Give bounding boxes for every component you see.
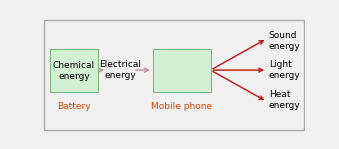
Text: Battery: Battery — [57, 102, 91, 111]
FancyBboxPatch shape — [50, 49, 98, 92]
Text: Heat
energy: Heat energy — [269, 90, 301, 110]
FancyBboxPatch shape — [44, 20, 304, 130]
Text: Electrical
energy: Electrical energy — [99, 60, 141, 80]
FancyBboxPatch shape — [153, 49, 211, 92]
Text: Light
energy: Light energy — [269, 60, 301, 80]
Text: Chemical
energy: Chemical energy — [53, 61, 95, 81]
Text: Sound
energy: Sound energy — [269, 31, 301, 51]
Text: Mobile phone: Mobile phone — [151, 102, 212, 111]
